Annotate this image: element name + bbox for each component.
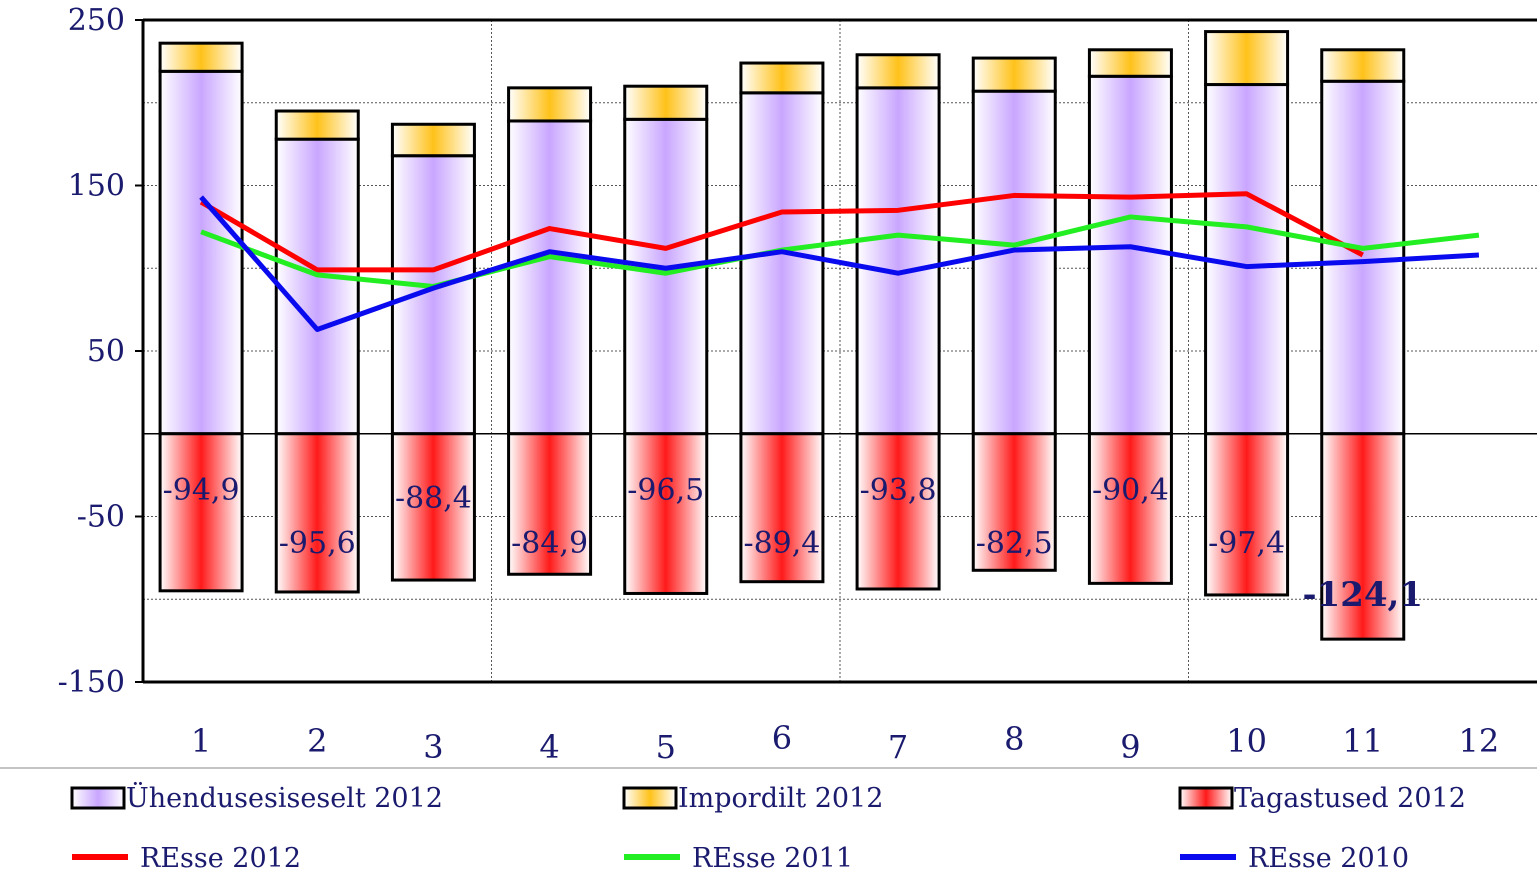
legend-label: REsse 2010 <box>1248 843 1409 874</box>
legend-label: Ühendusesiseselt 2012 <box>126 780 443 814</box>
bar-tagastused-2012-9 <box>1087 432 1173 585</box>
bar-tagastused-2012-1 <box>158 432 244 593</box>
x-tick-label: 6 <box>772 719 792 757</box>
bar-tagastused-2012-4 <box>507 432 593 576</box>
bar-impordilt-2012-7 <box>855 53 941 90</box>
bar-tagastused-2012-8 <box>971 432 1057 572</box>
legend-swatch--hendusesiseselt-2012 <box>70 786 126 810</box>
x-tick-label: 5 <box>656 728 676 766</box>
legend-swatch-impordilt-2012 <box>622 786 678 810</box>
bar--hendusesiseselt-2012-1 <box>158 69 244 436</box>
bar-impordilt-2012-11 <box>1320 48 1406 83</box>
bar-impordilt-2012-1 <box>158 41 244 73</box>
data-labels: -94,9 -95,6 -88,4 -84,9 -96,5 -89,4 -93,8 -82,5… <box>163 473 1423 615</box>
bar-impordilt-2012-8 <box>971 56 1057 93</box>
data-label-tagastused-1: -94,9 <box>163 473 240 508</box>
bar--hendusesiseselt-2012-7 <box>855 86 941 436</box>
bar--hendusesiseselt-2012-8 <box>971 89 1057 436</box>
x-tick-label: 3 <box>423 728 443 766</box>
x-tick-label: 11 <box>1342 722 1383 760</box>
x-tick-label: 4 <box>539 728 559 766</box>
y-tick-label: -150 <box>58 665 125 700</box>
data-label-tagastused-10: -97,4 <box>1208 526 1285 561</box>
data-label-tagastused-3: -88,4 <box>395 481 472 516</box>
legend-label: Tagastused 2012 <box>1234 783 1466 814</box>
legend-swatch-tagastused-2012 <box>1178 786 1234 810</box>
bar-impordilt-2012-2 <box>274 109 360 141</box>
data-label-tagastused-9: -90,4 <box>1092 473 1169 508</box>
legend-label: REsse 2011 <box>692 843 853 874</box>
line-resse-2010 <box>199 195 1480 332</box>
x-tick-label: 8 <box>1004 720 1024 758</box>
bar-impordilt-2012-6 <box>739 61 825 95</box>
x-tick-label: 2 <box>307 722 327 760</box>
data-label-tagastused-4: -84,9 <box>511 526 588 561</box>
legend-label: Impordilt 2012 <box>678 783 883 814</box>
y-tick-label: 150 <box>68 169 125 204</box>
bar--hendusesiseselt-2012-6 <box>739 91 825 436</box>
bar-tagastused-2012-6 <box>739 432 825 584</box>
bar--hendusesiseselt-2012-2 <box>274 137 360 436</box>
bar--hendusesiseselt-2012-3 <box>390 154 476 436</box>
bar-impordilt-2012-3 <box>390 122 476 158</box>
x-tick-label: 7 <box>888 728 908 766</box>
bar--hendusesiseselt-2012-10 <box>1204 83 1290 436</box>
bar--hendusesiseselt-2012-4 <box>507 119 593 436</box>
data-label-tagastused-7: -93,8 <box>860 473 937 508</box>
line-resse-2011 <box>200 214 1480 289</box>
data-label-tagastused-11: -124,1 <box>1302 575 1423 615</box>
legend: Ühendusesiseselt 2012 Impordilt 2012 Tagas… <box>70 780 1466 874</box>
x-tick-label: 1 <box>191 722 211 760</box>
data-label-tagastused-2: -95,6 <box>279 526 356 561</box>
y-tick-label: 250 <box>68 3 125 38</box>
x-tick-label: 12 <box>1459 722 1500 760</box>
y-tick-label: -50 <box>77 500 125 535</box>
bars <box>158 30 1406 641</box>
x-tick-label: 10 <box>1226 722 1267 760</box>
bar-tagastused-2012-2 <box>274 432 360 594</box>
series-lines <box>199 191 1480 332</box>
data-label-tagastused-6: -89,4 <box>743 526 820 561</box>
bar-tagastused-2012-7 <box>855 432 941 591</box>
bar--hendusesiseselt-2012-5 <box>623 117 709 436</box>
bar-tagastused-2012-10 <box>1204 432 1290 597</box>
bar--hendusesiseselt-2012-9 <box>1087 74 1173 436</box>
x-tick-label: 9 <box>1120 728 1140 766</box>
legend-label: REsse 2012 <box>140 843 301 874</box>
y-tick-label: 50 <box>87 334 125 369</box>
data-label-tagastused-5: -96,5 <box>627 473 704 508</box>
bar-impordilt-2012-10 <box>1204 30 1290 87</box>
data-label-tagastused-8: -82,5 <box>976 526 1053 561</box>
bar-impordilt-2012-5 <box>623 84 709 121</box>
bar-impordilt-2012-4 <box>507 86 593 123</box>
bar-tagastused-2012-3 <box>390 432 476 582</box>
bar-tagastused-2012-5 <box>623 432 709 595</box>
line-resse-2012 <box>199 191 1364 273</box>
bar-impordilt-2012-9 <box>1087 48 1173 78</box>
